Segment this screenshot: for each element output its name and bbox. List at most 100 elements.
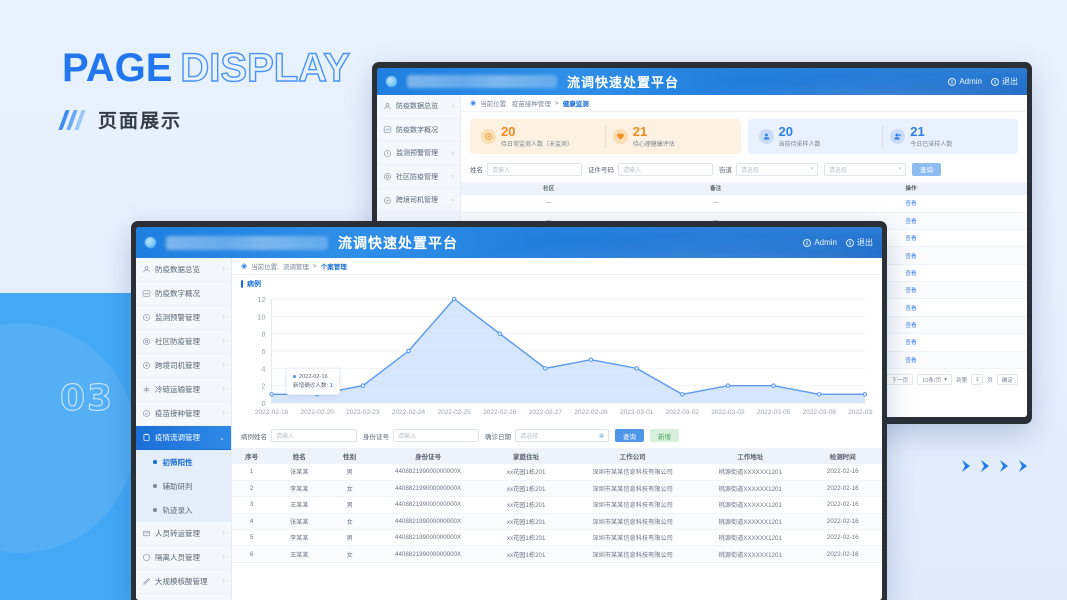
confirm-date-picker[interactable]: 请选择 ▦ <box>515 429 609 442</box>
section-number: 03 <box>59 377 115 419</box>
sidebar-item-sentiment[interactable]: 疫情舆情监测 › <box>136 594 231 600</box>
front-window-topbar: 流调快速处置平台 Admin 退出 <box>136 227 882 258</box>
table-cell: 440882199000000000X <box>372 464 485 481</box>
front-window-content: ◉ 当前位置: 流调管理 > 个案管理 病例 0 2 4 6 8 10 12 2022-02-… <box>232 258 882 600</box>
transfer-icon <box>143 530 150 537</box>
chevron-right-icon: › <box>451 102 454 110</box>
sidebar-item-mass-testing[interactable]: 大规模核酸管理 › <box>136 570 231 594</box>
table-cell: 女 <box>327 545 373 563</box>
sidebar-item-community[interactable]: 社区防疫管理 › <box>377 166 460 189</box>
extra-select[interactable]: 请选择 ▾ <box>824 162 906 176</box>
chevron-right-icon: › <box>222 386 225 393</box>
table-cell: 2022-02-16 <box>803 529 882 547</box>
svg-text:6: 6 <box>262 349 266 356</box>
sidebar-item-overview[interactable]: 防疫数据总览 › <box>136 258 231 282</box>
table-row: 2 李某某女 440882199000000000X xx花园1栋201 深圳市某某信息… <box>232 480 882 498</box>
sidebar-item-stats[interactable]: 防疫数字概况 <box>377 119 460 142</box>
power-icon <box>846 238 854 247</box>
svg-text:8: 8 <box>262 332 266 339</box>
sidebar-item-label: 大规模核酸管理 <box>155 577 208 586</box>
table-cell: 440882199000000000X <box>372 529 485 547</box>
logout-button[interactable]: 退出 <box>846 237 873 248</box>
page-size-select[interactable]: 10条/页 ▾ <box>917 374 952 386</box>
sidebar-item-label: 监测预警管理 <box>396 150 438 158</box>
search-button[interactable]: 查询 <box>912 162 941 176</box>
name-input[interactable]: 请输入 <box>487 162 582 176</box>
table-cell: 张某某 <box>271 464 328 481</box>
user-menu[interactable]: Admin <box>803 238 837 247</box>
logout-button[interactable]: 退出 <box>991 76 1018 87</box>
svg-text:2022-03-05: 2022-03-05 <box>757 409 791 416</box>
chevron-down-icon: ▾ <box>898 166 901 173</box>
sidebar-item-monitor[interactable]: 监测预警管理 › <box>136 306 231 330</box>
chevron-right-icon: › <box>451 196 454 204</box>
app-title: 流调快速处置平台 <box>338 234 458 251</box>
stat-label: 今日已采样人数 <box>910 141 953 148</box>
chevron-right-icon: › <box>222 266 225 273</box>
monitor-icon <box>143 314 150 321</box>
sidebar-item-driver[interactable]: 跨境司机管理 › <box>136 354 231 378</box>
logout-label: 退出 <box>857 238 873 247</box>
table-cell: 440882199000000000X <box>372 496 485 514</box>
table-cell: 深圳市某某信息科技有限公司 <box>568 529 698 547</box>
next-page-button[interactable]: 下一页 <box>886 374 914 386</box>
svg-text:2022-02-25: 2022-02-25 <box>437 409 471 416</box>
user-menu[interactable]: Admin <box>948 77 982 86</box>
filter-label: 证件号码 <box>588 167 614 175</box>
coldchain-icon <box>143 386 150 393</box>
sidebar-item-transfer[interactable]: 人员转运管理 › <box>136 522 231 546</box>
sidebar-item-overview[interactable]: 防疫数据总览 › <box>377 95 460 119</box>
power-icon <box>991 77 999 86</box>
table-cell: 男 <box>327 529 373 547</box>
id-input[interactable]: 请输入 <box>618 162 713 176</box>
filter-label: 身份证号 <box>363 433 389 441</box>
sidebar-item-driver[interactable]: 跨境司机管理 › <box>377 189 460 213</box>
monitor-icon <box>384 149 391 157</box>
view-action-link[interactable]: 查看 <box>794 194 1027 213</box>
table-cell: 3 <box>232 496 272 514</box>
front-window-sidebar[interactable]: 防疫数据总览 › 防疫数字概况 监测预警管理 › <box>136 258 232 600</box>
confirm-button[interactable]: 确定 <box>996 374 1018 386</box>
table-cell: 深圳市某某信息科技有限公司 <box>568 545 698 563</box>
table-header-row: 社区 备注 操作 <box>461 181 1027 195</box>
sidebar-subitem-assist-judgement[interactable]: 辅助研判 <box>136 474 231 498</box>
sidebar-subitem-track-entry[interactable]: 轨迹录入 <box>136 498 231 522</box>
breadcrumb-parent[interactable]: 疫苗接种管理 <box>511 101 551 108</box>
search-button[interactable]: 查询 <box>615 429 644 442</box>
sidebar-item-epidemic-investigation[interactable]: 疫情流调管理 ⌄ <box>136 426 231 450</box>
chevron-right-icon <box>1019 460 1027 472</box>
sidebar-item-monitor[interactable]: 监测预警管理 › <box>377 142 460 166</box>
sidebar-item-vaccine[interactable]: 疫苗接种管理 › <box>136 402 231 426</box>
breadcrumb-parent[interactable]: 流调管理 <box>282 264 309 271</box>
table-cell: 深圳市某某信息科技有限公司 <box>568 496 698 514</box>
page-number-input[interactable]: 1 <box>971 374 984 386</box>
street-select[interactable]: 请选择 ▾ <box>736 162 818 176</box>
chevron-down-icon: ▾ <box>810 166 813 173</box>
sidebar-subitem-initial-positive[interactable]: 初筛阳性 <box>136 450 231 474</box>
user-data-icon <box>143 266 150 273</box>
column-header: 检测时间 <box>803 448 882 464</box>
goto-label: 到第 <box>955 377 968 384</box>
target-icon <box>481 128 496 144</box>
case-name-input[interactable]: 请输入 <box>271 429 357 442</box>
breadcrumb-current: 健康监测 <box>562 101 589 108</box>
table-cell: 440882199000000000X <box>372 513 485 531</box>
table-row: 3 王某某男 440882199000000000X xx花园1栋201 深圳市某某信息… <box>232 496 882 514</box>
id-number-input[interactable]: 请输入 <box>393 429 479 442</box>
sidebar-item-coldchain[interactable]: 冷链运输管理 › <box>136 378 231 402</box>
sidebar-item-stats[interactable]: 防疫数字概况 <box>136 282 231 306</box>
add-new-button[interactable]: 新增 <box>650 429 679 442</box>
table-cell: 王某某 <box>271 496 328 514</box>
table-cell: xx花园1栋201 <box>484 464 569 481</box>
sidebar-item-community[interactable]: 社区防疫管理 › <box>136 330 231 354</box>
chevron-right-icon: › <box>222 578 225 585</box>
table-cell: 桃源街道XXXXXX1201 <box>697 529 804 547</box>
table-row: 1 张某某男 440882199000000000X xx花园1栋201 深圳市某某信息… <box>232 464 882 481</box>
heart-icon <box>612 128 628 144</box>
table-cell: 女 <box>327 480 373 498</box>
chevron-right-icon: › <box>222 410 225 417</box>
sidebar-item-isolation[interactable]: 隔离人员管理 › <box>136 546 231 570</box>
filter-label: 病例姓名 <box>241 433 267 441</box>
clipboard-icon <box>143 433 150 441</box>
table-cell: 2 <box>232 480 272 498</box>
